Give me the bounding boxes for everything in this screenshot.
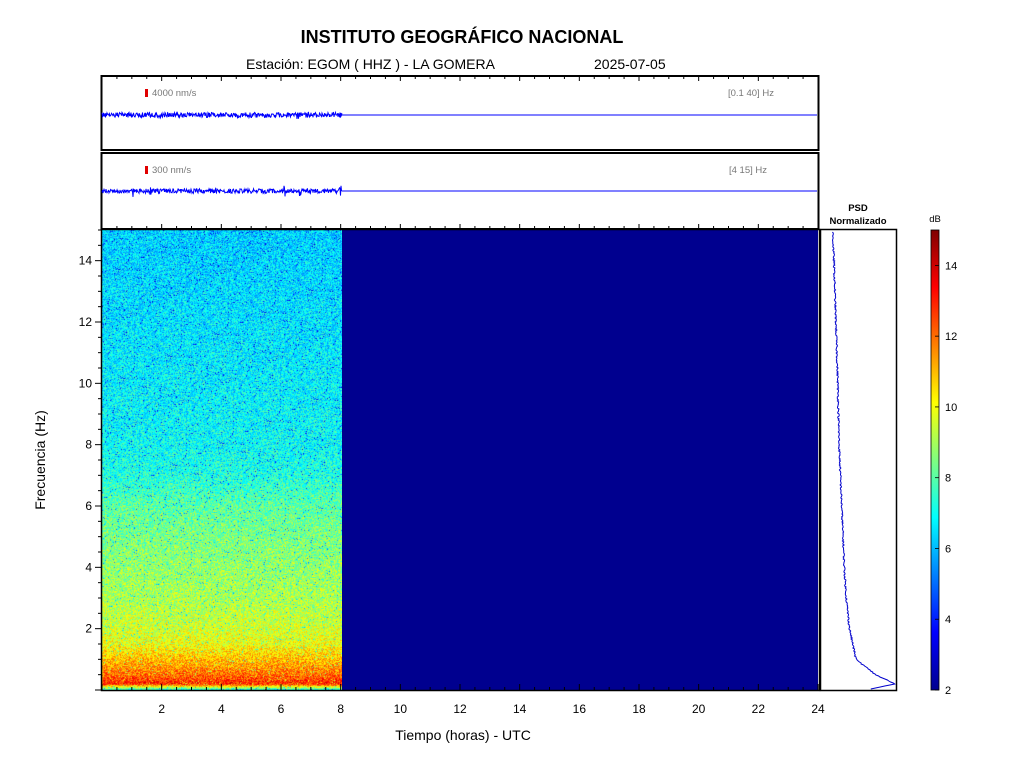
trace-band-label: [4 15] Hz — [729, 165, 767, 176]
colorbar-tick-label: 8 — [945, 473, 951, 485]
psd-title: PSD — [848, 203, 868, 214]
x-tick-label: 6 — [278, 702, 285, 716]
y-axis-label: Frecuencia (Hz) — [32, 410, 48, 510]
psd-subtitle: Normalizado — [829, 216, 886, 227]
x-tick-label: 16 — [573, 702, 587, 716]
colorbar-tick-label: 2 — [945, 685, 951, 697]
y-axis-ticks: 2 4 6 8 10 12 14 — [79, 229, 101, 691]
x-tick-label: 10 — [394, 702, 408, 716]
x-tick-label: 2 — [158, 702, 165, 716]
x-axis-ticks: 2 4 6 8 10 12 14 16 18 20 22 24 — [101, 76, 825, 716]
x-tick-label: 20 — [692, 702, 706, 716]
scale-marker — [145, 166, 148, 174]
colorbar-tick-label: 10 — [945, 402, 957, 414]
y-tick-label: 12 — [79, 315, 93, 329]
psd-frame — [819, 228, 898, 692]
y-tick-label: 14 — [79, 254, 93, 268]
x-tick-label: 12 — [453, 702, 467, 716]
spectrogram-empty-region — [342, 230, 818, 690]
date-label: 2025-07-05 — [594, 56, 666, 72]
x-tick-label: 18 — [632, 702, 646, 716]
station-label: Estación: EGOM ( HHZ ) - LA GOMERA — [246, 56, 495, 72]
y-tick-label: 6 — [85, 499, 92, 513]
colorbar-tick-label: 12 — [945, 331, 957, 343]
y-tick-label: 10 — [79, 376, 93, 390]
x-tick-label: 24 — [811, 702, 825, 716]
spectrogram-data-image — [102, 230, 342, 690]
y-tick-label: 2 — [85, 622, 92, 636]
colorbar-ticks: 2 4 6 8 10 12 14 — [935, 260, 957, 697]
trace-band-label: [0.1 40] Hz — [728, 88, 774, 99]
seismic-trace — [101, 110, 343, 120]
x-tick-label: 8 — [337, 702, 344, 716]
page-title: INSTITUTO GEOGRÁFICO NACIONAL — [300, 27, 624, 47]
x-axis-label: Tiempo (horas) - UTC — [395, 727, 531, 743]
x-tick-label: 14 — [513, 702, 527, 716]
colorbar-unit-label: dB — [929, 214, 941, 225]
colorbar-gradient — [930, 229, 940, 691]
x-tick-label: 22 — [752, 702, 766, 716]
colorbar-tick-label: 4 — [945, 614, 951, 626]
spectrogram-frame — [100, 228, 821, 692]
colorbar-tick-label: 6 — [945, 543, 951, 555]
trace-scale-label: 300 nm/s — [152, 165, 191, 176]
y-tick-label: 8 — [85, 438, 92, 452]
scale-marker — [145, 89, 148, 97]
trace-panel-filtered: 300 nm/s [4 15] Hz — [100, 152, 820, 230]
x-tick-label: 4 — [218, 702, 225, 716]
seismic-trace — [101, 185, 343, 197]
y-tick-label: 4 — [85, 560, 92, 574]
psd-curve — [831, 231, 896, 690]
trace-panel-broadband: 4000 nm/s [0.1 40] Hz — [100, 75, 820, 151]
colorbar: dB 2 4 6 8 10 12 14 — [929, 214, 957, 697]
psd-panel: PSD Normalizado — [819, 203, 898, 692]
colorbar-tick-label: 14 — [945, 260, 957, 272]
trace-scale-label: 4000 nm/s — [152, 88, 197, 99]
